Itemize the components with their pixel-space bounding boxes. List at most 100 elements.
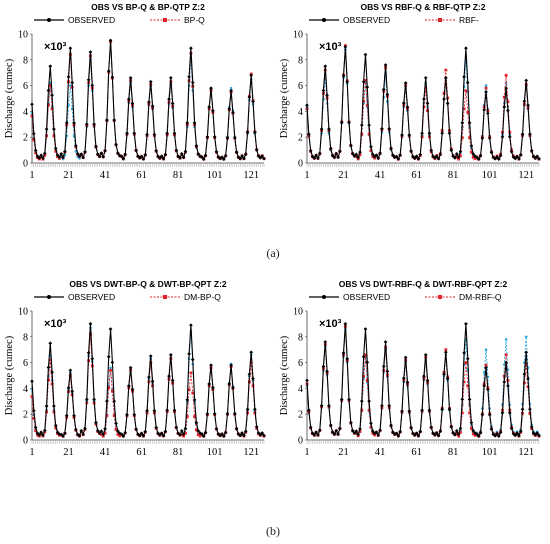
point-model xyxy=(187,388,191,392)
point-observed xyxy=(64,413,69,418)
scale-note: ×10³ xyxy=(319,318,342,330)
point-observed xyxy=(440,407,445,412)
point-observed xyxy=(398,153,403,157)
point-observed xyxy=(174,425,179,430)
point-model xyxy=(367,408,371,412)
point-observed xyxy=(325,369,329,374)
point-observed xyxy=(209,86,213,91)
y-tick-label: 10 xyxy=(293,307,303,318)
point-observed xyxy=(141,157,146,161)
point-observed xyxy=(101,432,106,437)
point-observed xyxy=(245,407,250,412)
point-observed xyxy=(141,433,146,438)
point-observed xyxy=(447,131,452,136)
point-observed xyxy=(154,425,159,430)
y-tick-label: 6 xyxy=(298,81,303,92)
legend-marker-model xyxy=(438,295,442,299)
point-model xyxy=(457,157,461,161)
point-observed xyxy=(305,378,309,383)
point-observed xyxy=(423,353,428,357)
x-tick-label: 61 xyxy=(136,170,147,180)
point-observed xyxy=(407,133,412,137)
point-model xyxy=(89,332,92,336)
chart-legend: OBSERVED BP-Q xyxy=(34,15,205,25)
point-observed xyxy=(33,425,38,430)
legend-marker-observed xyxy=(47,18,51,22)
point-observed xyxy=(449,425,454,429)
point-observed xyxy=(363,52,368,57)
point-model xyxy=(365,379,369,382)
y-tick-label: 6 xyxy=(298,358,303,369)
point-observed xyxy=(465,80,470,85)
point-observed xyxy=(482,107,487,112)
x-tick-label: 41 xyxy=(375,447,386,457)
point-observed xyxy=(84,122,89,127)
point-model xyxy=(112,414,116,418)
x-tick-label: 1 xyxy=(29,447,34,457)
point-observed xyxy=(422,97,426,101)
point-observed xyxy=(72,413,76,418)
point-observed xyxy=(79,152,84,156)
point-observed xyxy=(147,375,151,379)
point-model xyxy=(47,103,50,107)
point-observed xyxy=(168,353,173,357)
y-tick-label: 0 xyxy=(23,159,28,170)
point-observed xyxy=(161,156,166,161)
point-observed xyxy=(97,154,102,159)
point-observed xyxy=(238,433,243,438)
point-observed xyxy=(506,108,510,113)
point-observed xyxy=(154,148,159,153)
legend-marker-observed xyxy=(322,18,326,22)
point-observed xyxy=(214,426,219,431)
point-observed xyxy=(158,156,162,160)
point-observed xyxy=(354,429,359,433)
point-observed xyxy=(507,411,512,415)
point-observed xyxy=(453,432,457,437)
point-observed xyxy=(159,431,164,436)
point-observed xyxy=(467,397,472,402)
point-observed xyxy=(464,46,468,51)
point-observed xyxy=(414,154,419,159)
chart-panel-dwt-rbf: OBS VS DWT-RBF-Q & DWT-RBF-QPT Z:2 OBSERV… xyxy=(275,277,550,471)
point-observed xyxy=(458,426,463,431)
point-observed xyxy=(70,80,75,85)
point-observed xyxy=(249,350,254,355)
point-observed xyxy=(434,431,439,435)
point-model xyxy=(367,132,371,136)
point-observed xyxy=(317,428,322,433)
point-observed xyxy=(95,152,100,156)
point-ensemble xyxy=(504,338,508,341)
point-observed xyxy=(200,155,204,159)
point-observed xyxy=(260,154,265,158)
point-observed xyxy=(121,156,126,161)
point-observed xyxy=(416,433,421,438)
point-observed xyxy=(401,376,406,380)
point-observed xyxy=(114,142,118,147)
chart-panel-rbf: OBS VS RBF-Q & RBF-QTP Z:2 OBSERVED RBF- 0 2… xyxy=(275,0,550,194)
point-observed xyxy=(456,432,461,437)
point-model xyxy=(48,84,52,87)
point-observed xyxy=(528,407,532,412)
point-observed xyxy=(254,148,259,152)
point-observed xyxy=(178,156,182,160)
point-observed xyxy=(443,76,448,80)
chart-title: OBS VS DWT-RBF-Q & DWT-RBF-QPT Z:2 xyxy=(339,279,508,289)
point-observed xyxy=(48,341,53,346)
point-observed xyxy=(262,156,266,161)
point-observed xyxy=(88,50,93,54)
chart-svg: OBS VS DWT-BP-Q & DWT-BP-QPT Z:2 OBSERVED… xyxy=(4,279,266,471)
point-observed xyxy=(420,408,424,413)
point-model xyxy=(116,433,120,436)
point-observed xyxy=(537,157,541,161)
point-observed xyxy=(332,432,337,436)
y-tick-label: 10 xyxy=(18,307,28,318)
point-observed xyxy=(189,323,193,328)
point-observed xyxy=(487,412,492,417)
point-observed xyxy=(387,403,392,408)
point-observed xyxy=(170,101,175,106)
point-ensemble xyxy=(229,86,233,90)
point-observed xyxy=(484,90,488,94)
point-model xyxy=(471,432,475,436)
point-observed xyxy=(196,428,201,433)
x-tick-label: 81 xyxy=(448,447,459,457)
